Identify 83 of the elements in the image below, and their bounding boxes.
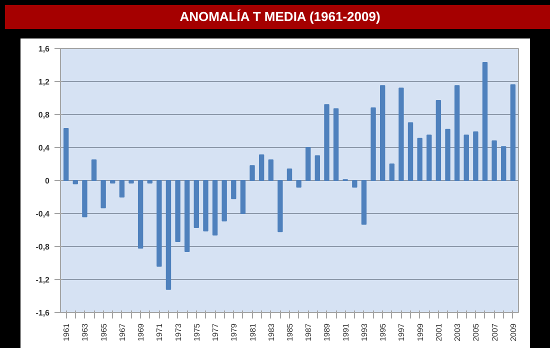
bar	[482, 62, 488, 181]
x-tick-label: 1971	[155, 322, 164, 342]
x-tick-label: 1983	[266, 322, 276, 342]
bar	[100, 180, 106, 208]
x-tick-label: 2003	[453, 322, 462, 342]
bar	[286, 168, 292, 181]
bar	[492, 140, 497, 181]
x-tick-label: 1977	[211, 322, 220, 342]
bar	[296, 180, 302, 188]
bar	[212, 180, 218, 236]
x-tick-label: 2001	[434, 322, 444, 342]
x-tick-label: 1967	[118, 322, 127, 342]
bar	[203, 180, 208, 232]
bar	[380, 85, 386, 181]
bar	[352, 180, 358, 188]
x-tick-label: 1995	[378, 322, 388, 342]
bar	[82, 180, 88, 218]
bar	[156, 180, 162, 267]
x-tick-label: 1997	[397, 322, 406, 342]
y-tick-label: -0,8	[36, 242, 50, 252]
bar	[184, 180, 190, 252]
bar	[361, 180, 367, 225]
x-tick-label: 1981	[248, 322, 258, 342]
bar	[91, 159, 97, 181]
bar	[147, 180, 152, 184]
bar	[278, 180, 283, 232]
bar	[454, 85, 460, 181]
bar	[324, 104, 330, 181]
bar	[138, 180, 144, 249]
bar	[510, 84, 516, 181]
x-tick-label: 1965	[99, 322, 108, 342]
bar	[250, 165, 255, 181]
x-tick-label: 1973	[174, 322, 183, 342]
bar	[426, 134, 432, 181]
x-tick-label: 1975	[192, 322, 202, 342]
bar	[408, 122, 414, 181]
x-tick-label: 1987	[304, 322, 314, 342]
x-tick-label: 1989	[322, 322, 332, 342]
bar	[166, 180, 172, 290]
bar	[501, 146, 506, 181]
y-tick-label: 1,6	[38, 44, 50, 54]
bar	[194, 180, 200, 228]
x-tick-label: 1985	[286, 322, 294, 342]
y-tick-label: 0,8	[38, 110, 50, 120]
y-tick-label: 0,4	[38, 144, 50, 152]
bar	[398, 88, 404, 181]
bar	[314, 155, 320, 181]
bar	[436, 100, 442, 181]
bar	[306, 147, 311, 181]
bar	[175, 180, 180, 242]
bar	[464, 134, 469, 181]
bar	[128, 180, 134, 184]
bar	[268, 159, 274, 181]
bar	[63, 128, 69, 181]
bar	[333, 108, 339, 181]
y-tick-label: 0	[45, 176, 50, 186]
x-tick-label: 2007	[490, 322, 500, 342]
y-tick-label: -1,2	[36, 276, 50, 284]
bar	[110, 180, 116, 184]
bar	[417, 138, 422, 181]
bar	[445, 128, 450, 181]
bar	[240, 180, 246, 214]
bar	[72, 180, 78, 184]
y-tick-label: -0,4	[36, 210, 50, 218]
bar	[119, 180, 125, 198]
x-tick-label: 1963	[80, 322, 90, 342]
bar	[222, 180, 227, 222]
bar	[258, 154, 264, 181]
bar	[231, 180, 236, 200]
x-tick-label: 1969	[136, 322, 146, 342]
x-tick-label: 1979	[230, 322, 239, 342]
x-tick-label: 1991	[341, 322, 350, 342]
x-tick-label: 2005	[472, 322, 481, 342]
chart-title: ANOMALÍA T MEDIA (1961-2009)	[180, 8, 380, 26]
y-tick-label: 1,2	[38, 78, 50, 86]
y-tick-label: -1,6	[36, 308, 50, 318]
x-tick-label: 2009	[508, 322, 518, 342]
x-tick-label: 1993	[360, 322, 369, 342]
x-tick-label: 1999	[416, 322, 425, 342]
bar	[389, 164, 394, 181]
bar	[370, 107, 376, 181]
bar	[473, 131, 478, 181]
x-tick-label: 1961	[62, 322, 72, 342]
